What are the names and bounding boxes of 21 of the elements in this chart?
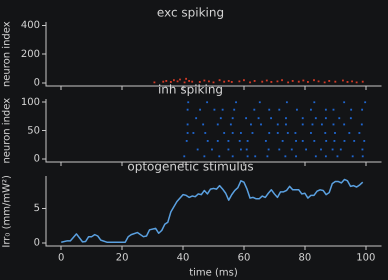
y-axis-title: neuron index	[2, 98, 13, 164]
x-tick-label: 80	[298, 252, 312, 264]
y-axis-title: neuron index	[2, 21, 13, 88]
y-tick-label: 0	[34, 78, 40, 89]
x-axis-title: time (ms)	[189, 268, 238, 279]
y-tick-label: 200	[20, 48, 40, 60]
chart-title: inh spiking	[158, 82, 224, 96]
y-tick-label: 100	[20, 96, 40, 108]
x-tick-label: 20	[116, 252, 129, 264]
y-tick-label: 50	[27, 125, 40, 136]
y-tick-label: 0	[34, 154, 40, 165]
x-tick-label: 60	[238, 252, 250, 264]
x-tick-label: 0	[58, 252, 64, 264]
y-tick-label: 0	[34, 237, 40, 248]
chart-title: optogenetic stimulus	[127, 159, 254, 174]
y-tick-label: 400	[20, 20, 40, 31]
y-axis-title: Irr₀ (mm/mW²)	[2, 175, 13, 248]
chart-title: exc spiking	[156, 5, 224, 20]
x-tick-label: 100	[356, 252, 376, 264]
x-tick-label: 40	[176, 252, 190, 264]
y-tick-label: 5	[34, 203, 40, 214]
